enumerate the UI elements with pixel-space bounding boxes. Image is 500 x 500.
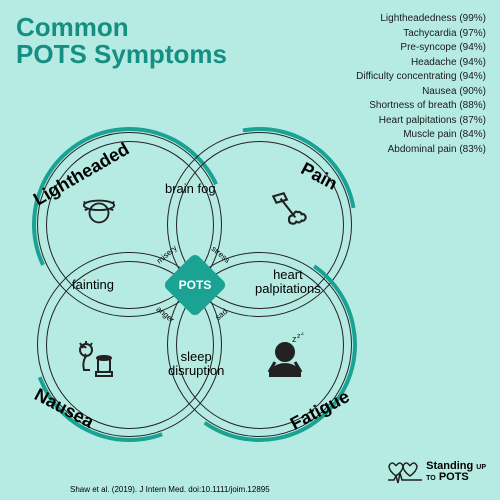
overlap-right: heartpalpitations: [255, 268, 321, 297]
stat-item: Difficulty concentrating (94%): [356, 70, 486, 85]
stat-item: Nausea (90%): [356, 85, 486, 100]
logo: Standing UP TO POTS: [388, 460, 486, 484]
logo-text: Standing UP TO POTS: [426, 461, 486, 483]
stat-item: Pre-syncope (94%): [356, 41, 486, 56]
title-line-1: Common: [16, 14, 227, 41]
logo-up: UP: [476, 464, 486, 471]
overlap-bottom: sleepdisruption: [168, 350, 224, 379]
center-label: POTS: [177, 278, 213, 292]
page-title: Common POTS Symptoms: [16, 14, 227, 69]
overlap-top: brain fog: [165, 182, 216, 196]
logo-pots: POTS: [439, 471, 469, 483]
venn-diagram: Lightheaded Pain Nausea Fatigue brain fo…: [10, 110, 380, 460]
stat-item: Headache (94%): [356, 56, 486, 71]
fatigue-sleep-icon: z z z: [260, 332, 310, 382]
logo-to: TO: [426, 475, 436, 482]
head-dizzy-icon: [80, 192, 118, 230]
heart-ekg-icon: [388, 460, 422, 484]
stat-item: Lightheadedness (99%): [356, 12, 486, 27]
citation: Shaw et al. (2019). J Intern Med. doi:10…: [70, 485, 270, 494]
svg-text:z: z: [301, 332, 304, 337]
hammer-brain-icon: [268, 188, 310, 230]
nausea-person-icon: [72, 338, 116, 382]
overlap-left: fainting: [72, 278, 114, 292]
stat-item: Tachycardia (97%): [356, 27, 486, 42]
title-line-2: POTS Symptoms: [16, 41, 227, 68]
